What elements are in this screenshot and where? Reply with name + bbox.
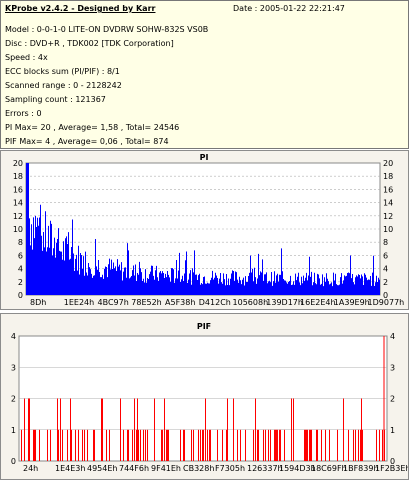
pif-chart-panel: PIF 0 1 2 3 4 0 1 2 3 4 24h 1E4E3h 4954Eh 744F6h 9F4…: [0, 313, 409, 480]
pi-x-tick: 139D17h: [266, 298, 303, 307]
pi-y-tick-left: 6: [18, 251, 23, 260]
pi-x-tick: D412Ch: [199, 298, 231, 307]
pi-chart-title: PI: [200, 153, 209, 162]
pif-y-tick-left: 0: [11, 457, 16, 466]
pif-error-bars: [21, 336, 385, 461]
pif-x-tick: 1BF839h: [343, 464, 379, 473]
pif-chart-title: PIF: [197, 322, 211, 331]
pif-x-tick: CB328h: [183, 464, 214, 473]
pi-y-tick-left: 0: [18, 291, 23, 300]
pif-x-tick: 126337h: [247, 464, 283, 473]
scan-date: Date : 2005-01-22 22:21:47: [233, 4, 345, 13]
ecc-line: ECC blocks sum (PI/PIF) : 8/1: [5, 67, 120, 76]
pi-y-tick-left: 14: [13, 199, 23, 208]
pif-x-tick: 1594D3h: [279, 464, 316, 473]
pif-x-tick: 1E4E3h: [55, 464, 85, 473]
disc-line: Disc : DVD+R , TDK002 [TDK Corporation]: [5, 39, 174, 48]
pif-x-tick: 1F2B3Eh: [375, 464, 408, 473]
pi-y-tick-right: 10: [383, 225, 393, 234]
pif-y-tick-right: 3: [390, 363, 395, 372]
pi-x-tick: 1A39E9h: [334, 298, 370, 307]
pi-x-tick: 78E52h: [131, 298, 161, 307]
pi-y-tick-left: 10: [13, 225, 23, 234]
pi-chart: PI 0 2 4 6 8 10 12 14 16 18 20 0 2 4 6 8 10 12 14 16 18 20 8…: [13, 153, 405, 307]
pi-error-bars: [26, 163, 380, 295]
pi-y-tick-right: 18: [383, 172, 393, 181]
pif-y-tick-right: 1: [390, 426, 395, 435]
pif-x-tick: F7305h: [215, 464, 245, 473]
pi-y-tick-left: 20: [13, 159, 23, 168]
pif-y-tick-left: 1: [11, 426, 16, 435]
speed-line: Speed : 4x: [5, 53, 48, 62]
pif-chart: PIF 0 1 2 3 4 0 1 2 3 4 24h 1E4E3h 4954Eh 744F6h 9F4…: [11, 322, 409, 473]
range-line: Scanned range : 0 - 2128242: [5, 81, 122, 90]
info-panel: KProbe v2.4.2 - Designed by Karr Date : …: [0, 0, 409, 149]
pi-y-tick-right: 12: [383, 212, 393, 221]
pif-x-tick: 24h: [23, 464, 38, 473]
pi-x-tick: 1D9077h: [368, 298, 405, 307]
pi-x-tick: A5F38h: [165, 298, 195, 307]
pif-x-tick: 18C69Fh: [311, 464, 347, 473]
pi-x-tick: 8Dh: [30, 298, 46, 307]
pi-y-tick-right: 4: [383, 265, 388, 274]
model-line: Model : 0-0-1-0 LITE-ON DVDRW SOHW-832S …: [5, 25, 209, 34]
pif-y-tick-left: 3: [11, 363, 16, 372]
pi-y-tick-right: 20: [383, 159, 393, 168]
app-title: KProbe v2.4.2 - Designed by Karr: [5, 4, 156, 13]
sampling-line: Sampling count : 121367: [5, 95, 106, 104]
pi-x-tick: 16E2E4h: [300, 298, 336, 307]
pi-y-tick-left: 8: [18, 238, 23, 247]
pi-y-tick-right: 14: [383, 199, 393, 208]
pi-y-tick-left: 4: [18, 265, 23, 274]
pif-y-tick-left: 2: [11, 395, 16, 404]
pif-x-tick: 4954Eh: [87, 464, 117, 473]
pif-y-tick-right: 0: [390, 457, 395, 466]
pi-y-tick-right: 6: [383, 251, 388, 260]
pi-y-tick-left: 2: [18, 278, 23, 287]
pif-x-tick: 9F41Eh: [151, 464, 181, 473]
pi-stats-line: PI Max= 20 , Average= 1,58 , Total= 2454…: [5, 123, 180, 132]
pi-x-tick: 1EE24h: [64, 298, 94, 307]
pi-y-tick-right: 0: [383, 291, 388, 300]
pif-y-tick-left: 4: [11, 332, 16, 341]
pi-y-tick-left: 16: [13, 185, 23, 194]
pi-y-tick-right: 16: [383, 185, 393, 194]
errors-line: Errors : 0: [5, 109, 42, 118]
pif-y-tick-right: 4: [390, 332, 395, 341]
pi-x-tick: 105608h: [233, 298, 269, 307]
pi-chart-panel: PI 0 2 4 6 8 10 12 14 16 18 20 0 2 4 6 8 10 12 14 16 18 20 8…: [0, 150, 409, 310]
pi-y-tick-right: 8: [383, 238, 388, 247]
pif-y-tick-right: 2: [390, 395, 395, 404]
pi-y-tick-left: 12: [13, 212, 23, 221]
pi-y-tick-right: 2: [383, 278, 388, 287]
pi-x-tick: 4BC97h: [98, 298, 129, 307]
pi-y-tick-left: 18: [13, 172, 23, 181]
pif-x-tick: 744F6h: [119, 464, 149, 473]
pif-stats-line: PIF Max= 4 , Average= 0,06 , Total= 874: [5, 137, 169, 146]
